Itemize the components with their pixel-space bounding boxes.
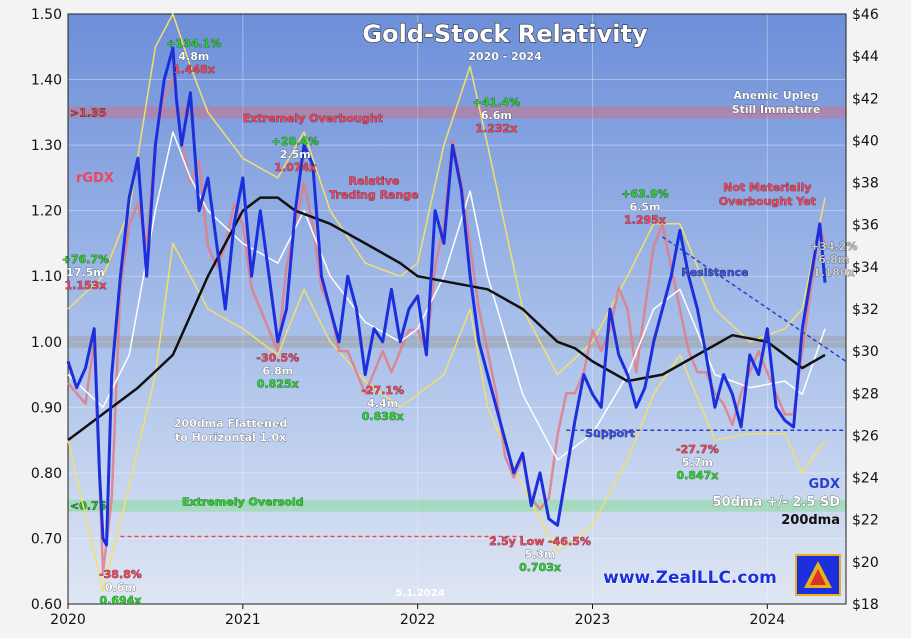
annotation-label: 2.5y Low -46.5% (489, 535, 591, 548)
left-tick-label: 0.60 (31, 597, 62, 613)
left-tick-label: 1.20 (31, 204, 62, 220)
callout-label: Resistance (681, 266, 748, 279)
series-line--2-5-sd (67, 242, 826, 592)
right-tick-label: $38 (852, 176, 879, 192)
left-tick-label: 0.90 (31, 400, 62, 416)
series-lines (66, 13, 827, 592)
callout-label: Trading Range (329, 188, 418, 201)
series-line--2-5-sd (67, 13, 826, 376)
right-tick-label: $40 (852, 133, 879, 149)
x-tick-label: 2023 (575, 612, 611, 628)
right-tick-label: $44 (852, 49, 879, 65)
legend-200dma: 200dma (781, 513, 840, 528)
date-stamp: 5.1.2024 (395, 588, 444, 599)
annotation-label: 4.8m (178, 50, 209, 63)
annotation-label: 6.5m (629, 201, 660, 214)
callout-label: 200dma Flattened (174, 417, 287, 430)
x-tick-label: 2022 (400, 612, 436, 628)
right-tick-label: $32 (852, 302, 879, 318)
annotation-label: 5.3m (525, 548, 556, 561)
right-axis-series-label: GDX (809, 477, 840, 492)
band-label: >1.35 (70, 106, 106, 119)
x-tick-label: 2024 (750, 612, 786, 628)
callout-label: Relative (349, 174, 400, 187)
band-label: <0.75 (70, 500, 106, 513)
left-tick-label: 1.00 (31, 335, 62, 351)
annotation-label: -30.5% (256, 351, 299, 364)
annotation-label: 17.5m (66, 266, 105, 279)
x-tick-label: 2021 (225, 612, 261, 628)
zeal-logo (795, 554, 841, 596)
left-tick-label: 1.50 (31, 7, 62, 23)
annotation-label: 0.838x (362, 410, 404, 423)
right-tick-label: $30 (852, 344, 879, 360)
left-tick-label: 0.70 (31, 531, 62, 547)
right-tick-label: $46 (852, 7, 879, 23)
annotation-label: +76.7% (62, 253, 109, 266)
annotation-label: 6.6m (481, 109, 512, 122)
annotation-label: 0.703x (519, 561, 561, 574)
right-tick-label: $36 (852, 218, 879, 234)
annotation-label: +28.4% (272, 135, 319, 148)
annotation-label: +63.9% (621, 188, 668, 201)
callout-label: Support (585, 427, 635, 440)
right-tick-label: $26 (852, 428, 879, 444)
annotation-label: -27.7% (676, 443, 719, 456)
annotation-label: 1.074x (274, 161, 316, 174)
series-line-rgdx (66, 46, 827, 547)
left-tick-label: 0.80 (31, 466, 62, 482)
annotation-label: 1.153x (65, 279, 107, 292)
threshold-band (68, 106, 846, 119)
annotation-label: 4.4m (367, 397, 398, 410)
annotation-label: 0.847x (676, 469, 718, 482)
callout-label: to Horizontal 1.0x (175, 431, 286, 444)
axes: 0.60 0.70 0.80 0.90 1.00 1.10 1.20 1.30 1.40 1.50… (31, 7, 879, 628)
annotation-label: 0.825x (257, 377, 299, 390)
right-tick-label: $22 (852, 513, 879, 529)
left-axis-series-label: rGDX (76, 171, 114, 186)
callout-label: Anemic Upleg (733, 89, 818, 102)
series-line-200dma (67, 196, 826, 442)
chart-subtitle: 2020 - 2024 (468, 50, 542, 63)
right-tick-label: $28 (852, 386, 879, 402)
right-tick-label: $34 (852, 260, 879, 276)
callout-label: Extremely Oversold (182, 496, 304, 509)
watermark: www.ZealLLC.com (603, 568, 777, 588)
annotation-label: 1.180x (813, 266, 855, 279)
x-tick-label: 2020 (50, 612, 86, 628)
annotation-label: 1.295x (624, 214, 666, 227)
annotation-label: -27.1% (361, 384, 404, 397)
threshold-band (68, 499, 846, 512)
callout-label: Extremely Overbought (243, 112, 383, 125)
annotation-label: +134.1% (166, 37, 221, 50)
plot-background (68, 14, 846, 604)
left-tick-label: 1.40 (31, 73, 62, 89)
annotation-label: 6.8m (262, 364, 293, 377)
annotations: +76.7%17.5m1.153x +134.1%4.8m1.448x +28.4%… (62, 37, 858, 607)
annotation-label: -38.8% (99, 568, 142, 581)
annotation-label: 1.232x (475, 122, 517, 135)
legend-sd: 50dma +/- 2.5 SD (712, 495, 840, 510)
annotation-label: 2.5m (280, 148, 311, 161)
callout-label: Not Materially (723, 181, 811, 194)
annotation-label: +34.2% (810, 240, 857, 253)
left-tick-label: 1.30 (31, 138, 62, 154)
resistance-line (662, 236, 847, 363)
callout-label: Still Immature (732, 103, 821, 116)
right-tick-label: $20 (852, 555, 879, 571)
annotation-label: 0.6m (105, 581, 136, 594)
right-tick-label: $18 (852, 597, 879, 613)
callout-label: Overbought Yet (719, 195, 816, 208)
annotation-label: 1.448x (173, 63, 215, 76)
chart-title: Gold-Stock Relativity (362, 20, 648, 48)
annotation-label: 5.7m (682, 456, 713, 469)
annotation-label: 0.694x (100, 594, 142, 607)
left-tick-label: 1.10 (31, 269, 62, 285)
right-tick-label: $42 (852, 91, 879, 107)
annotation-label: +41.4% (473, 96, 520, 109)
right-tick-label: $24 (852, 471, 879, 487)
annotation-label: 6.8m (818, 253, 849, 266)
